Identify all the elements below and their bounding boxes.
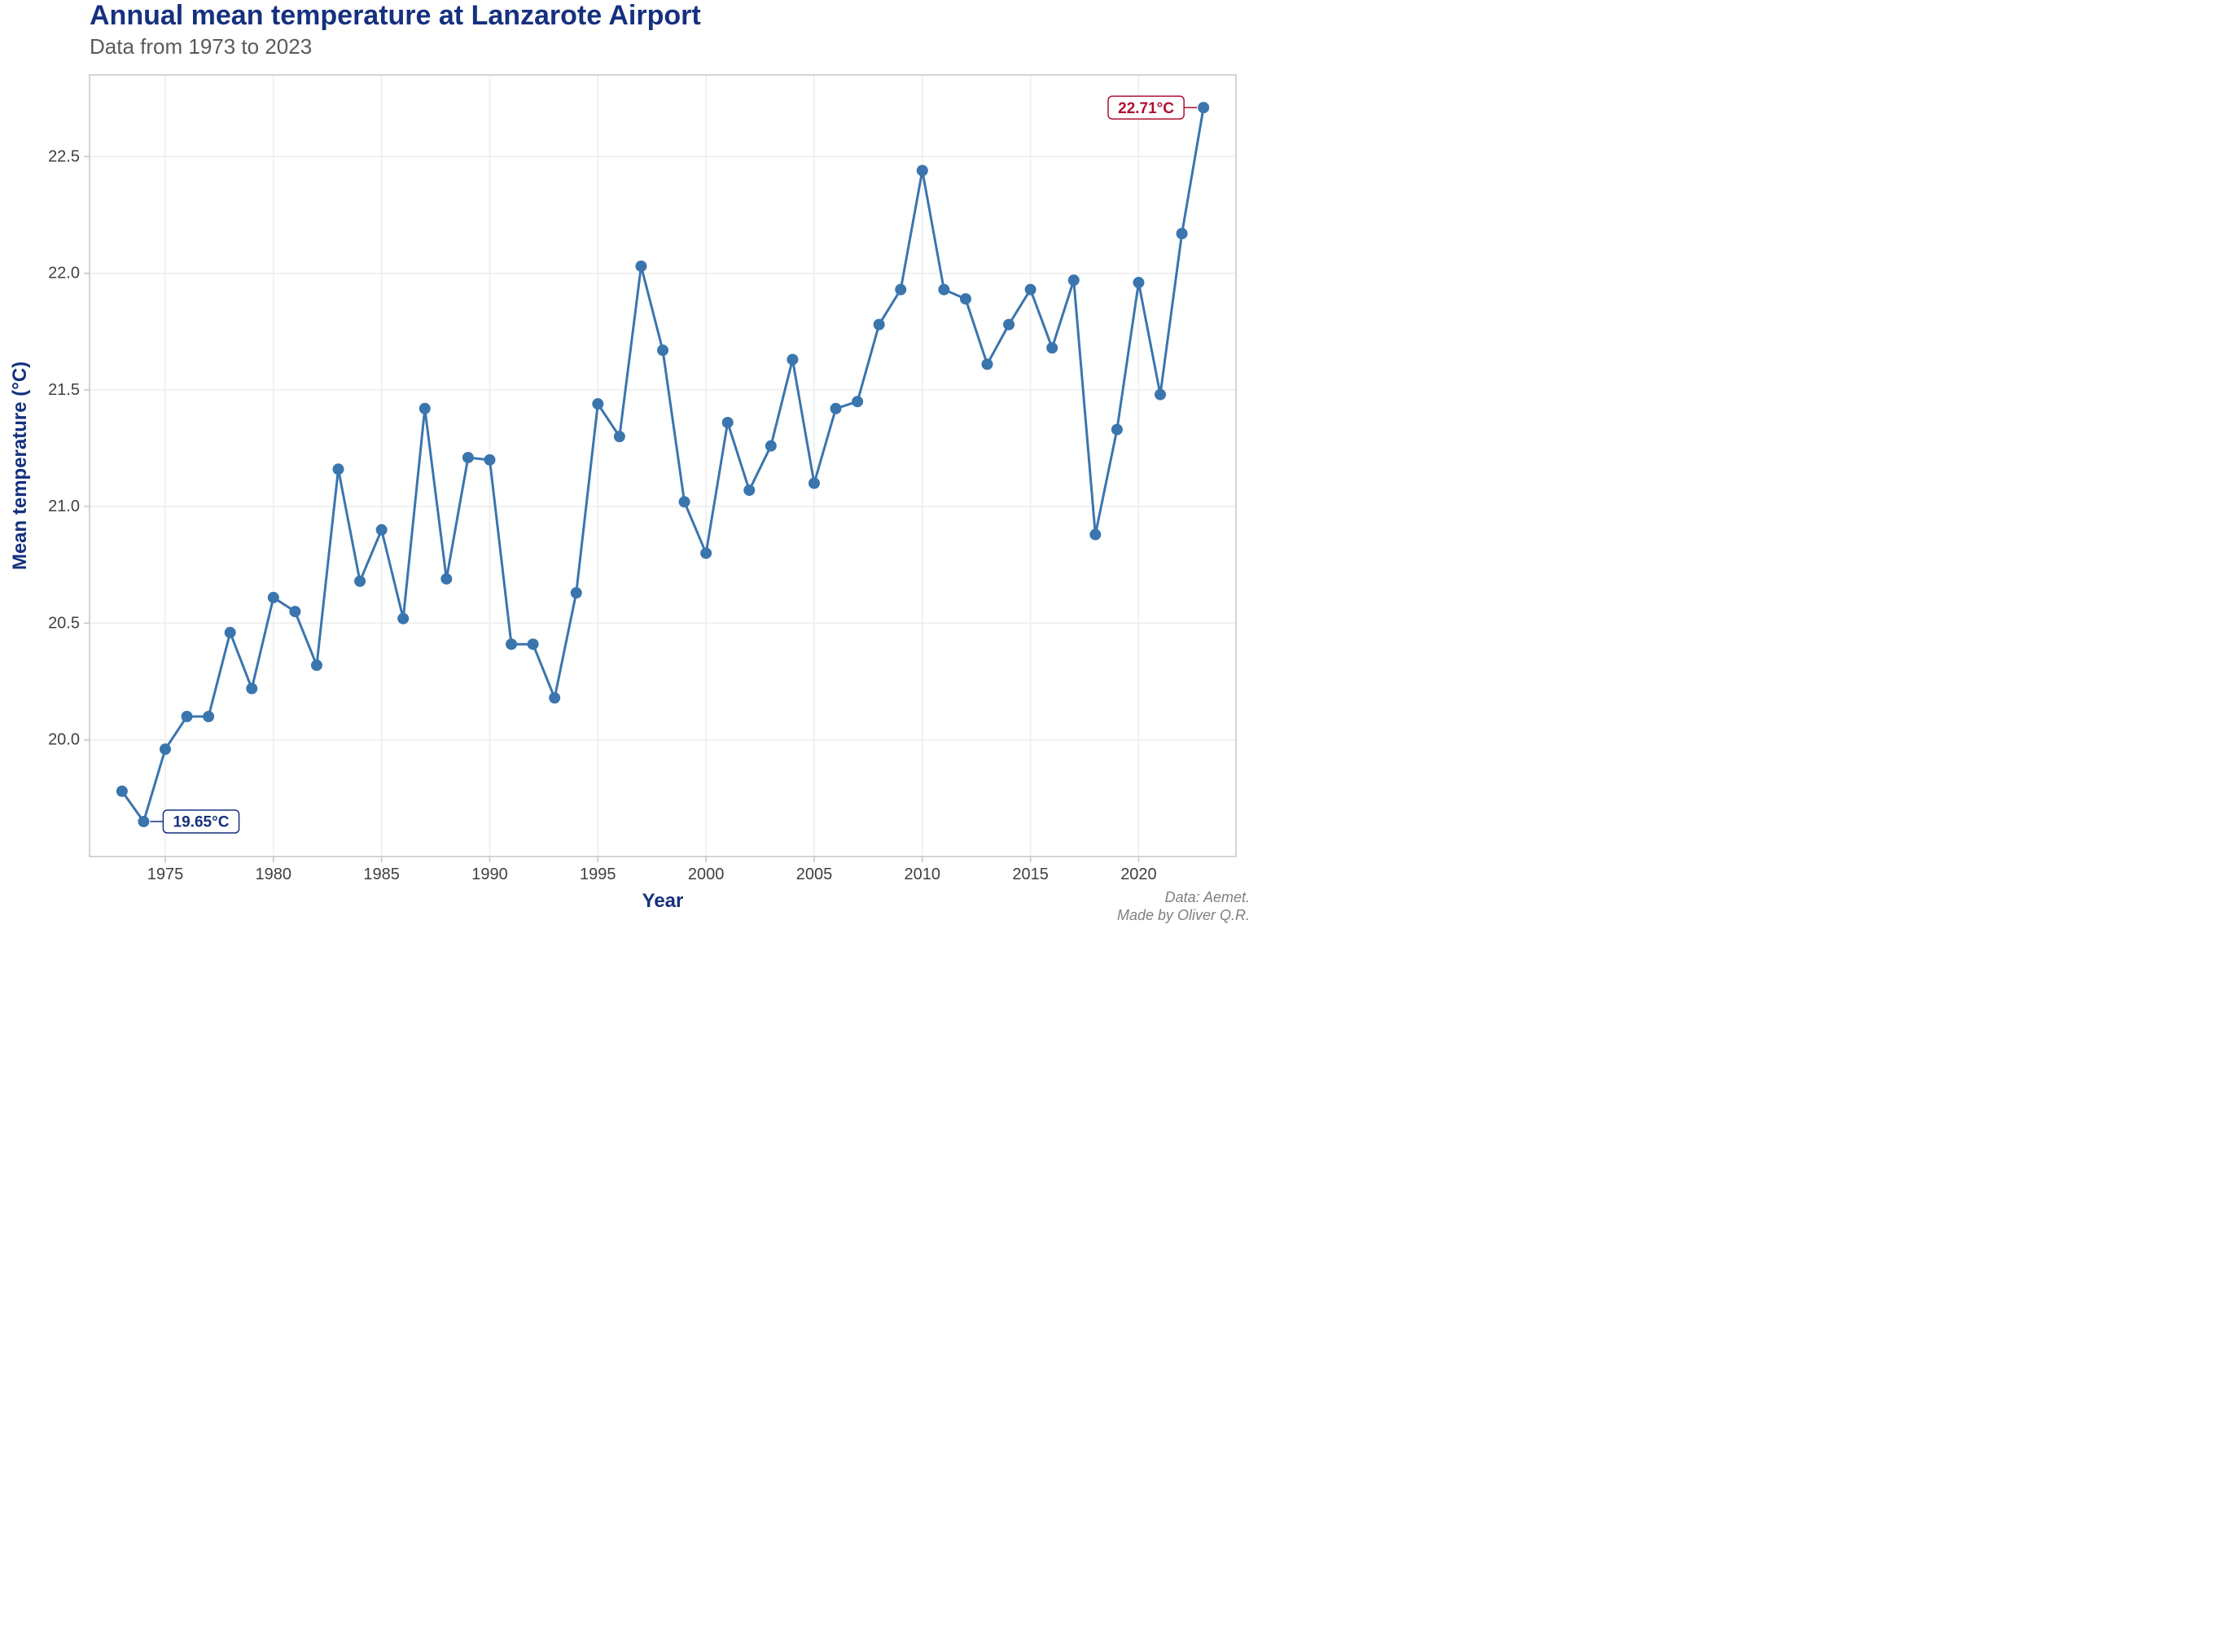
data-point: [1111, 424, 1123, 436]
data-point: [462, 452, 474, 463]
x-tick-label: 1980: [256, 865, 292, 883]
data-point: [635, 261, 646, 272]
y-tick-label: 21.0: [48, 497, 80, 515]
x-tick-label: 1975: [147, 865, 184, 883]
data-point: [874, 319, 885, 331]
data-point: [722, 417, 734, 428]
data-point: [1133, 277, 1144, 288]
data-point: [484, 454, 495, 466]
data-point: [138, 816, 149, 827]
x-tick-label: 2000: [688, 865, 725, 883]
data-point: [743, 484, 755, 496]
data-point: [571, 587, 582, 598]
data-point: [614, 431, 625, 442]
data-point: [592, 398, 603, 410]
data-point: [1068, 274, 1080, 286]
data-point: [1089, 529, 1101, 541]
data-point: [981, 358, 993, 370]
x-tick-label: 1985: [363, 865, 400, 883]
data-point: [938, 284, 949, 296]
data-point: [700, 547, 712, 559]
data-point: [917, 164, 928, 176]
data-point: [397, 613, 409, 624]
data-point: [182, 711, 193, 722]
x-tick-label: 2010: [905, 865, 941, 883]
data-point: [116, 786, 128, 797]
credit-line: Made by Oliver Q.R.: [1117, 907, 1250, 923]
y-tick-label: 20.5: [48, 614, 80, 632]
credit-line: Data: Aemet.: [1165, 889, 1250, 905]
data-point: [289, 606, 300, 617]
x-tick-label: 2005: [796, 865, 833, 883]
data-point: [333, 463, 344, 475]
x-tick-label: 2015: [1012, 865, 1049, 883]
chart-bg: [0, 0, 1258, 930]
data-point: [830, 403, 842, 414]
data-point: [268, 592, 279, 603]
data-point: [246, 683, 257, 695]
data-point: [1025, 284, 1036, 296]
data-point: [809, 477, 820, 489]
data-point: [852, 396, 863, 407]
x-axis-title: Year: [642, 890, 684, 912]
data-point: [657, 344, 668, 356]
data-point: [203, 711, 214, 722]
chart-title: Annual mean temperature at Lanzarote Air…: [90, 0, 701, 31]
data-point: [440, 573, 452, 585]
y-tick-label: 22.0: [48, 265, 80, 283]
data-point: [419, 403, 431, 414]
y-axis-title: Mean temperature (°C): [9, 362, 31, 570]
data-point: [160, 743, 171, 755]
data-point: [376, 524, 388, 536]
x-tick-label: 1995: [580, 865, 616, 883]
data-point: [1198, 102, 1209, 113]
y-tick-label: 21.5: [48, 381, 80, 399]
data-point: [1003, 319, 1015, 331]
data-point: [528, 638, 539, 650]
annotation-label: 22.71°C: [1118, 100, 1174, 117]
y-tick-label: 20.0: [48, 731, 80, 749]
data-point: [506, 638, 517, 650]
data-point: [1046, 342, 1058, 353]
temperature-line-chart: Annual mean temperature at Lanzarote Air…: [0, 0, 1258, 930]
data-point: [787, 354, 798, 366]
chart-subtitle: Data from 1973 to 2023: [90, 34, 312, 59]
data-point: [960, 293, 971, 305]
x-tick-label: 1990: [471, 865, 508, 883]
data-point: [225, 627, 236, 638]
data-point: [1155, 389, 1166, 401]
y-tick-label: 22.5: [48, 147, 80, 165]
data-point: [765, 440, 777, 452]
data-point: [1177, 228, 1188, 239]
data-point: [549, 692, 560, 703]
data-point: [679, 496, 690, 507]
annotation-label: 19.65°C: [173, 814, 230, 831]
data-point: [354, 576, 366, 587]
data-point: [895, 284, 906, 296]
data-point: [311, 659, 322, 671]
x-tick-label: 2020: [1120, 865, 1157, 883]
